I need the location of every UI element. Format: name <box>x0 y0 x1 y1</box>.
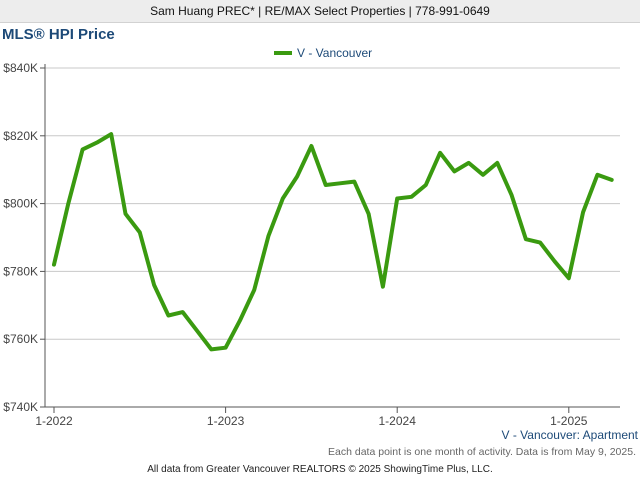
data-footnote: Each data point is one month of activity… <box>328 446 636 458</box>
data-point <box>424 183 428 187</box>
x-tick-label: 1-2025 <box>550 414 588 428</box>
data-point <box>467 161 471 165</box>
series-line-vancouver <box>52 132 614 352</box>
data-point <box>510 193 514 197</box>
data-credit: All data from Greater Vancouver REALTORS… <box>147 464 493 475</box>
chart-subtitle: V - Vancouver: Apartment <box>501 428 638 442</box>
data-point <box>109 132 113 136</box>
data-point <box>124 212 127 216</box>
data-point <box>324 183 328 187</box>
data-point <box>195 329 199 333</box>
chart-title: MLS® HPI Price <box>2 26 115 43</box>
x-tick-label: 1-2023 <box>207 414 245 428</box>
series-layer <box>52 132 614 352</box>
y-tick-label: $840K <box>3 61 38 75</box>
data-point <box>252 288 256 292</box>
data-point <box>309 144 313 148</box>
y-tick-label: $760K <box>3 332 38 346</box>
data-point <box>267 234 270 238</box>
y-tick-label: $740K <box>3 400 38 414</box>
data-point <box>281 197 285 201</box>
x-tick-label: 1-2024 <box>379 414 417 428</box>
chart-axes: $740K $760K $780K $800K $820K $840K 1-2022 1-20… <box>3 61 620 428</box>
data-point <box>567 276 571 280</box>
data-point <box>481 173 485 177</box>
y-tick-label: $780K <box>3 264 38 278</box>
data-point <box>66 202 70 206</box>
data-point <box>367 212 371 216</box>
data-point <box>395 197 399 201</box>
agent-header-bar: Sam Huang PREC* | RE/MAX Select Properti… <box>0 0 640 23</box>
data-point <box>410 195 413 199</box>
data-point <box>610 178 614 182</box>
data-point <box>553 259 556 263</box>
data-point <box>52 263 56 267</box>
data-point <box>95 141 99 145</box>
y-tick-label: $820K <box>3 129 38 143</box>
data-point <box>452 169 456 173</box>
legend-label: V - Vancouver <box>297 46 372 60</box>
chart-legend: V - Vancouver <box>274 46 372 60</box>
y-tick-label: $800K <box>3 197 38 211</box>
data-point <box>166 313 170 317</box>
data-point <box>152 283 156 287</box>
data-point <box>438 151 442 155</box>
data-point <box>595 173 599 177</box>
data-point <box>81 147 85 151</box>
data-point <box>524 237 528 241</box>
data-point <box>295 174 299 178</box>
data-point <box>495 161 499 165</box>
data-point <box>538 241 542 245</box>
data-point <box>338 181 342 185</box>
data-point <box>224 346 228 350</box>
data-point <box>181 310 185 314</box>
data-point <box>209 347 213 351</box>
x-tick-label: 1-2022 <box>35 414 73 428</box>
data-point <box>581 210 585 214</box>
data-point <box>352 180 356 184</box>
data-point <box>238 319 242 323</box>
data-point <box>138 230 142 234</box>
grid-lines <box>45 67 620 340</box>
data-point <box>381 285 385 289</box>
